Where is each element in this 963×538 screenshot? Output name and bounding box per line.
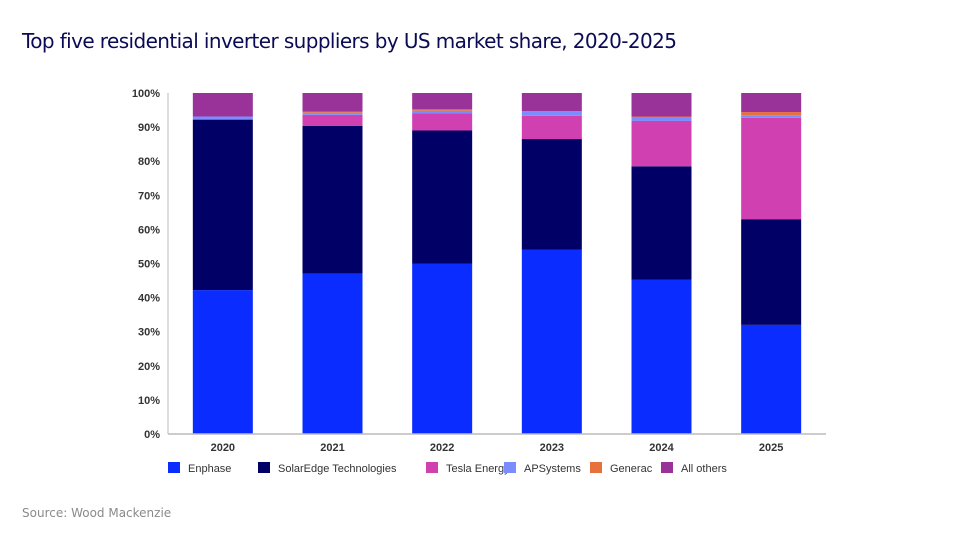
bar-segment-solaredge-technologies	[412, 130, 473, 264]
bar-segment-apsystems	[192, 116, 253, 120]
y-tick-label: 0%	[144, 429, 160, 441]
x-tick-label: 2020	[211, 442, 235, 454]
bar-segment-generac	[302, 111, 363, 113]
legend-label: Enphase	[188, 463, 231, 475]
bar-segment-tesla-energy	[631, 120, 692, 167]
bar-segment-tesla-energy	[412, 113, 473, 131]
bar-segment-tesla-energy	[741, 117, 802, 220]
bar-segment-tesla-energy	[521, 115, 582, 140]
x-tick-label: 2023	[540, 442, 564, 454]
y-tick-label: 80%	[138, 156, 160, 168]
bar-segment-solaredge-technologies	[631, 166, 692, 280]
bar-segment-all-others	[302, 93, 363, 112]
bar-segment-all-others	[521, 93, 582, 112]
legend-label: All others	[681, 463, 727, 475]
y-tick-label: 60%	[138, 224, 160, 236]
legend-label: Tesla Energy	[446, 463, 510, 475]
y-tick-label: 10%	[138, 395, 160, 407]
x-tick-label: 2021	[320, 442, 344, 454]
legend-swatch	[168, 462, 180, 473]
bar-segment-enphase	[192, 290, 253, 434]
legend-label: APSystems	[524, 463, 581, 475]
bar-segment-tesla-energy	[302, 114, 363, 126]
y-tick-label: 90%	[138, 122, 160, 134]
bar-segment-solaredge-technologies	[521, 139, 582, 250]
bar-segment-solaredge-technologies	[192, 119, 253, 291]
y-tick-label: 70%	[138, 190, 160, 202]
x-tick-label: 2024	[649, 442, 674, 454]
legend-swatch	[258, 462, 270, 473]
legend-swatch	[426, 462, 438, 473]
bar-segment-all-others	[192, 93, 253, 117]
bar-segment-enphase	[521, 249, 582, 434]
bar-segment-enphase	[631, 279, 692, 434]
bar-segment-all-others	[412, 93, 473, 110]
y-tick-label: 20%	[138, 361, 160, 373]
chart-title: Top five residential inverter suppliers …	[22, 29, 677, 53]
bar-segment-apsystems	[302, 112, 363, 115]
bar-segment-apsystems	[521, 111, 582, 116]
bar-segment-generac	[741, 112, 802, 116]
y-tick-label: 40%	[138, 293, 160, 305]
legend-label: SolarEdge Technologies	[278, 463, 397, 475]
bar-segment-solaredge-technologies	[741, 219, 802, 325]
bar-segment-all-others	[741, 93, 802, 113]
bar-segment-all-others	[631, 93, 692, 117]
bar-segment-enphase	[741, 324, 802, 434]
bar-segment-solaredge-technologies	[302, 125, 363, 274]
bar-segment-generac	[412, 109, 473, 111]
x-tick-label: 2022	[430, 442, 454, 454]
bar-segment-apsystems	[741, 115, 802, 118]
y-tick-label: 50%	[138, 259, 160, 271]
y-tick-label: 30%	[138, 327, 160, 339]
bar-segment-apsystems	[412, 110, 473, 114]
bar-segment-generac	[631, 116, 692, 118]
bar-segment-enphase	[302, 273, 363, 434]
y-tick-label: 100%	[132, 88, 160, 100]
legend-swatch	[661, 462, 673, 473]
legend-swatch	[504, 462, 516, 473]
legend-swatch	[590, 462, 602, 473]
source-note: Source: Wood Mackenzie	[22, 506, 172, 520]
bar-segment-apsystems	[631, 117, 692, 121]
bar-segment-enphase	[412, 263, 473, 434]
legend-label: Generac	[610, 463, 653, 475]
x-tick-label: 2025	[759, 442, 783, 454]
